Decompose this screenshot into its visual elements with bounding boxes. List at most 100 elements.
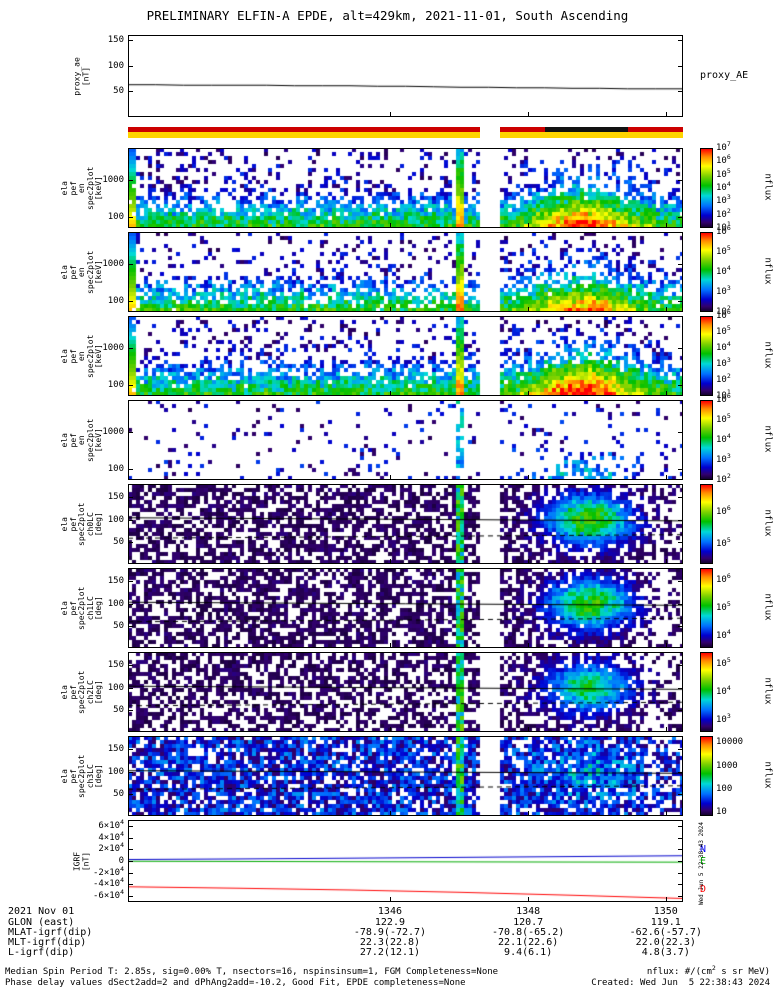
y-tick-label: 1000 <box>102 342 124 353</box>
colorbar-unit-label: nflux <box>762 593 773 621</box>
axis-row-value: 22.3(22.8) <box>359 937 421 948</box>
colorbar-tick-label: 105 <box>716 412 731 425</box>
y-tick-mark <box>129 749 133 751</box>
colorbar-tick-label: 106 <box>716 308 731 321</box>
x-tick-mark <box>528 727 530 731</box>
y-tick-mark <box>678 216 682 218</box>
y-tick-mark <box>678 625 682 627</box>
colorbar-tick-label: 104 <box>716 684 731 697</box>
x-tick-mark <box>665 391 667 395</box>
colorbar-tick-label: 103 <box>716 193 731 207</box>
component-label-D: D <box>700 884 707 895</box>
x-tick-mark <box>389 475 391 479</box>
y-tick-label: 100 <box>107 295 124 306</box>
y-tick-mark <box>129 884 133 886</box>
y-tick-label: 50 <box>113 86 124 97</box>
y-tick-mark <box>129 872 133 874</box>
colorbar-unit-label: nflux <box>762 257 773 285</box>
flag-strip-segment <box>128 132 480 138</box>
colorbar-tick-label: 102 <box>716 304 731 317</box>
en_spec_2-canvas <box>128 232 683 312</box>
flag-strip-segment <box>499 132 683 138</box>
axis-row-value: 1348 <box>516 906 541 917</box>
colorbar-tick-label: 103 <box>716 712 731 725</box>
y-tick-label: 1000 <box>102 174 124 185</box>
axis-row-value: 1350 <box>653 906 678 917</box>
y-tick-mark <box>129 825 133 827</box>
pa_ch0-colorbar <box>700 484 713 564</box>
y-tick-mark <box>129 849 133 851</box>
colorbar-tick-label: 106 <box>716 153 731 167</box>
axis-row-label: GLON (east) <box>8 917 75 928</box>
y-tick-label: 100 <box>107 60 124 71</box>
colorbar-tick-label: 104 <box>716 628 731 641</box>
colorbar-tick-label: 102 <box>716 206 731 220</box>
component-label-E: E <box>700 856 707 867</box>
colorbar-tick-label: 104 <box>716 432 731 445</box>
y-tick-label: 100 <box>107 514 124 525</box>
y-tick-label: 150 <box>107 576 124 587</box>
proxy_ae-canvas <box>128 35 683 117</box>
x-tick-mark <box>389 811 391 815</box>
x-tick-mark <box>528 811 530 815</box>
colorbar-tick-label: 105 <box>716 656 731 669</box>
en_spec_1-canvas <box>128 148 683 228</box>
colorbar-tick-label: 10000 <box>716 737 744 748</box>
pa_ch3-colorbar <box>700 736 713 816</box>
axis-row-value: -70.8(-65.2) <box>492 927 565 938</box>
axis-row-label: 2021 Nov 01 <box>8 906 75 917</box>
axis-row-value: 4.8(3.7) <box>641 947 690 958</box>
y-tick-mark <box>129 541 133 543</box>
y-tick-mark <box>129 40 133 42</box>
proxy_ae-ylabel: proxy_ae [nT] <box>72 56 91 96</box>
y-tick-label: 150 <box>107 35 124 46</box>
y-tick-mark <box>678 793 682 795</box>
axis-row-value: 120.7 <box>513 917 544 928</box>
en_spec_3-colorbar <box>700 316 713 396</box>
x-tick-mark <box>665 727 667 731</box>
colorbar-tick-label: 100 <box>716 783 733 794</box>
y-tick-mark <box>678 431 682 433</box>
x-tick-mark <box>665 307 667 311</box>
colorbar-tick-label: 105 <box>716 600 731 613</box>
y-tick-label: 1000 <box>102 258 124 269</box>
y-tick-mark <box>678 65 682 67</box>
plot-title: PRELIMINARY ELFIN-A EPDE, alt=429km, 202… <box>146 8 629 23</box>
axis-row-value: 9.4(6.1) <box>504 947 553 958</box>
y-tick-mark <box>678 541 682 543</box>
colorbar-unit-label: nflux <box>762 341 773 369</box>
y-tick-mark <box>678 771 682 773</box>
x-tick-mark <box>389 307 391 311</box>
colorbar-tick-label: 101 <box>716 220 731 233</box>
y-tick-mark <box>678 837 682 839</box>
flag-strip-segment <box>499 127 545 132</box>
colorbar-unit-label: nflux <box>762 761 773 789</box>
x-tick-mark <box>528 559 530 563</box>
y-tick-label: -4×104 <box>92 876 124 890</box>
colorbar-tick-label: 105 <box>716 536 731 549</box>
y-tick-mark <box>678 861 682 862</box>
y-tick-label: 100 <box>107 463 124 474</box>
en_spec_4-colorbar <box>700 400 713 480</box>
y-tick-mark <box>678 687 682 689</box>
y-tick-label: 2×104 <box>98 841 124 855</box>
y-tick-label: 50 <box>113 788 124 799</box>
x-tick-mark <box>665 811 667 815</box>
footer-units: nflux: #/(cm2 s sr MeV) <box>646 964 770 977</box>
y-tick-mark <box>129 497 133 499</box>
y-tick-mark <box>129 519 133 521</box>
colorbar-unit-label: nflux <box>762 173 773 201</box>
y-tick-mark <box>678 468 682 470</box>
y-tick-label: 50 <box>113 620 124 631</box>
colorbar-tick-label: 104 <box>716 264 731 277</box>
footer-line2: Phase delay values dSect2add=2 and dPhAn… <box>5 978 466 988</box>
y-tick-label: 4×104 <box>98 829 124 843</box>
y-tick-mark <box>129 793 133 795</box>
y-tick-mark <box>678 825 682 827</box>
y-tick-mark <box>129 625 133 627</box>
y-tick-mark <box>678 91 682 93</box>
x-tick-mark <box>528 643 530 647</box>
colorbar-tick-label: 105 <box>716 324 731 337</box>
colorbar-tick-label: 104 <box>716 180 731 193</box>
